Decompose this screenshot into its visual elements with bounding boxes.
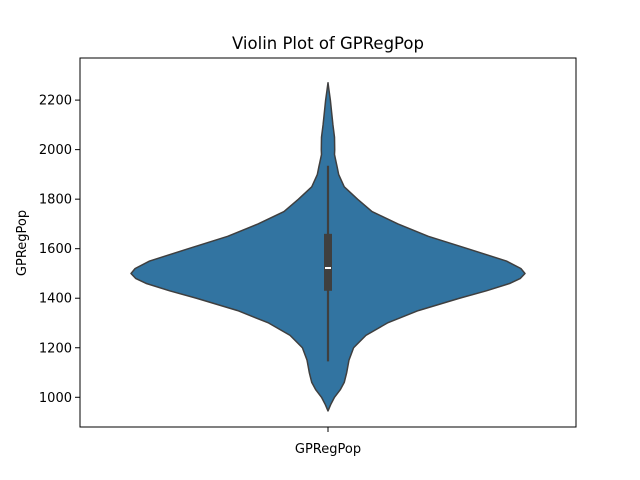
y-axis-label: GPRegPop: [15, 210, 30, 276]
y-tick-label: 1200: [39, 341, 72, 356]
x-tick-label: GPRegPop: [295, 442, 361, 457]
y-tick-label: 1400: [39, 292, 72, 307]
y-tick-label: 1000: [39, 391, 72, 406]
iqr-box: [324, 233, 332, 291]
plot-area: [130, 82, 526, 412]
y-tick-label: 2200: [39, 94, 72, 109]
chart-title: Violin Plot of GPRegPop: [232, 34, 424, 53]
y-tick-label: 2000: [39, 143, 72, 158]
y-axis-ticks: 1000 1200 1400 1600 1800 2000 2200: [39, 94, 80, 406]
y-tick-label: 1600: [39, 242, 72, 257]
y-tick-label: 1800: [39, 193, 72, 208]
